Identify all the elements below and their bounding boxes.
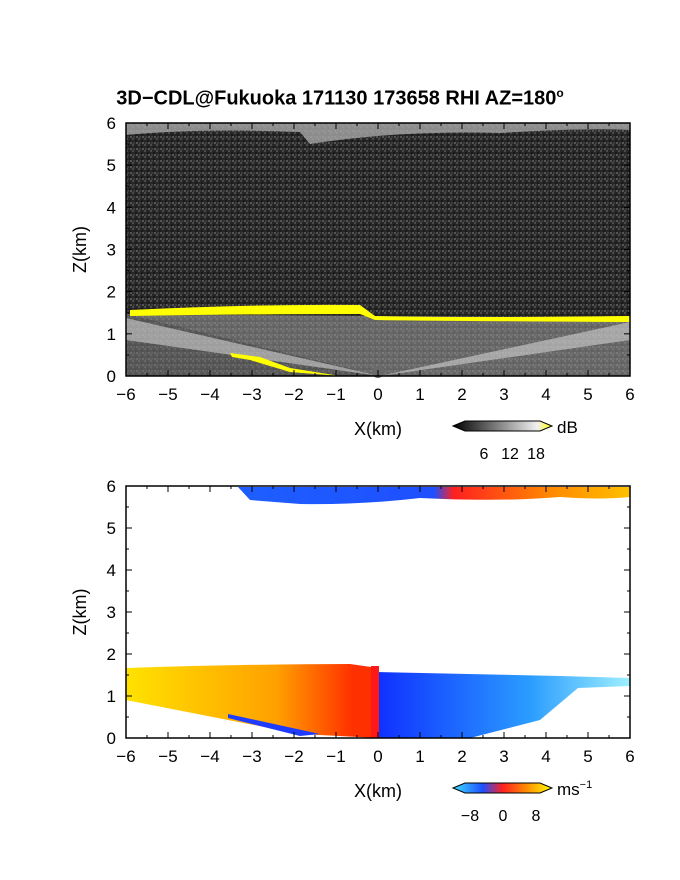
y-axis-label: Z(km) (70, 226, 90, 273)
y-tick-label: 2 (107, 283, 116, 302)
velocity-colorbar-tick-0: −8 (461, 808, 479, 825)
subcloud-echo-right (126, 314, 630, 376)
y-tick-label: 3 (107, 241, 116, 260)
reflectivity-colorbar-tick-0: 6 (480, 446, 489, 463)
y-tick-label: 3 (107, 603, 116, 622)
reflectivity-panel (126, 123, 630, 378)
x-tick-label: −5 (158, 385, 177, 404)
x-tick-label: 6 (625, 747, 634, 766)
x-tick-label: 5 (583, 747, 592, 766)
x-tick-label: −4 (200, 385, 219, 404)
zero-velocity-boundary (371, 666, 379, 738)
x-tick-label: 3 (499, 747, 508, 766)
x-tick-label: −6 (116, 385, 135, 404)
x-tick-label: −3 (242, 385, 261, 404)
negative-velocity-region (378, 672, 630, 738)
velocity-colorbar-unit: ms−1 (557, 779, 592, 799)
x-tick-label: 5 (583, 385, 592, 404)
velocity-panel (126, 486, 630, 738)
near-ground-negative (228, 714, 320, 736)
x-tick-label: 0 (373, 747, 382, 766)
velocity-colorbar-bar (451, 782, 554, 794)
y-tick-label: 2 (107, 645, 116, 664)
y-tick-label: 5 (107, 519, 116, 538)
x-tick-label: 4 (541, 747, 550, 766)
x-axis-label: X(km) (354, 781, 402, 801)
y-tick-label: 6 (107, 114, 116, 133)
x-tick-label: 2 (457, 747, 466, 766)
x-tick-label: −1 (326, 747, 345, 766)
x-tick-label: 4 (541, 385, 550, 404)
near-ground-echo (230, 353, 340, 376)
subcloud-echo-left (126, 314, 380, 376)
reflectivity-colorbar: dB 6 12 18 (451, 418, 578, 463)
y-tick-label: 4 (107, 198, 116, 217)
reflectivity-colorbar-tick-2: 18 (527, 446, 545, 463)
y-tick-label: 1 (107, 687, 116, 706)
x-tick-label: 1 (415, 385, 424, 404)
y-axis-label: Z(km) (70, 589, 90, 636)
x-tick-label: −5 (158, 747, 177, 766)
x-tick-label: 3 (499, 385, 508, 404)
y-tick-label: 0 (107, 729, 116, 748)
reflectivity-colorbar-unit: dB (557, 418, 578, 437)
velocity-colorbar-tick-2: 8 (532, 808, 541, 825)
reflectivity-colorbar-bar (451, 420, 554, 432)
x-tick-label: −6 (116, 747, 135, 766)
positive-velocity-region (126, 664, 378, 738)
x-tick-label: 0 (373, 385, 382, 404)
x-tick-label: 2 (457, 385, 466, 404)
y-tick-label: 4 (107, 561, 116, 580)
y-tick-label: 5 (107, 156, 116, 175)
reflectivity-colorbar-tick-1: 12 (501, 446, 519, 463)
y-tick-label: 1 (107, 325, 116, 344)
x-tick-label: 6 (625, 385, 634, 404)
subcloud-echo-bright (126, 318, 630, 376)
x-tick-label: 1 (415, 747, 424, 766)
x-tick-label: −2 (284, 747, 303, 766)
x-tick-label: −2 (284, 385, 303, 404)
y-tick-label: 6 (107, 477, 116, 496)
x-tick-label: −1 (326, 385, 345, 404)
y-tick-label: 0 (107, 367, 116, 386)
cloud-base-high-reflectivity (130, 304, 630, 322)
chart-title: 3D−CDL@Fukuoka 171130 173658 RHI AZ=180o (116, 86, 564, 110)
x-axis-label: X(km) (354, 419, 402, 439)
x-tick-label: −3 (242, 747, 261, 766)
x-tick-label: −4 (200, 747, 219, 766)
velocity-colorbar-tick-1: 0 (499, 808, 508, 825)
velocity-colorbar: ms−1 −8 0 8 (451, 779, 592, 825)
